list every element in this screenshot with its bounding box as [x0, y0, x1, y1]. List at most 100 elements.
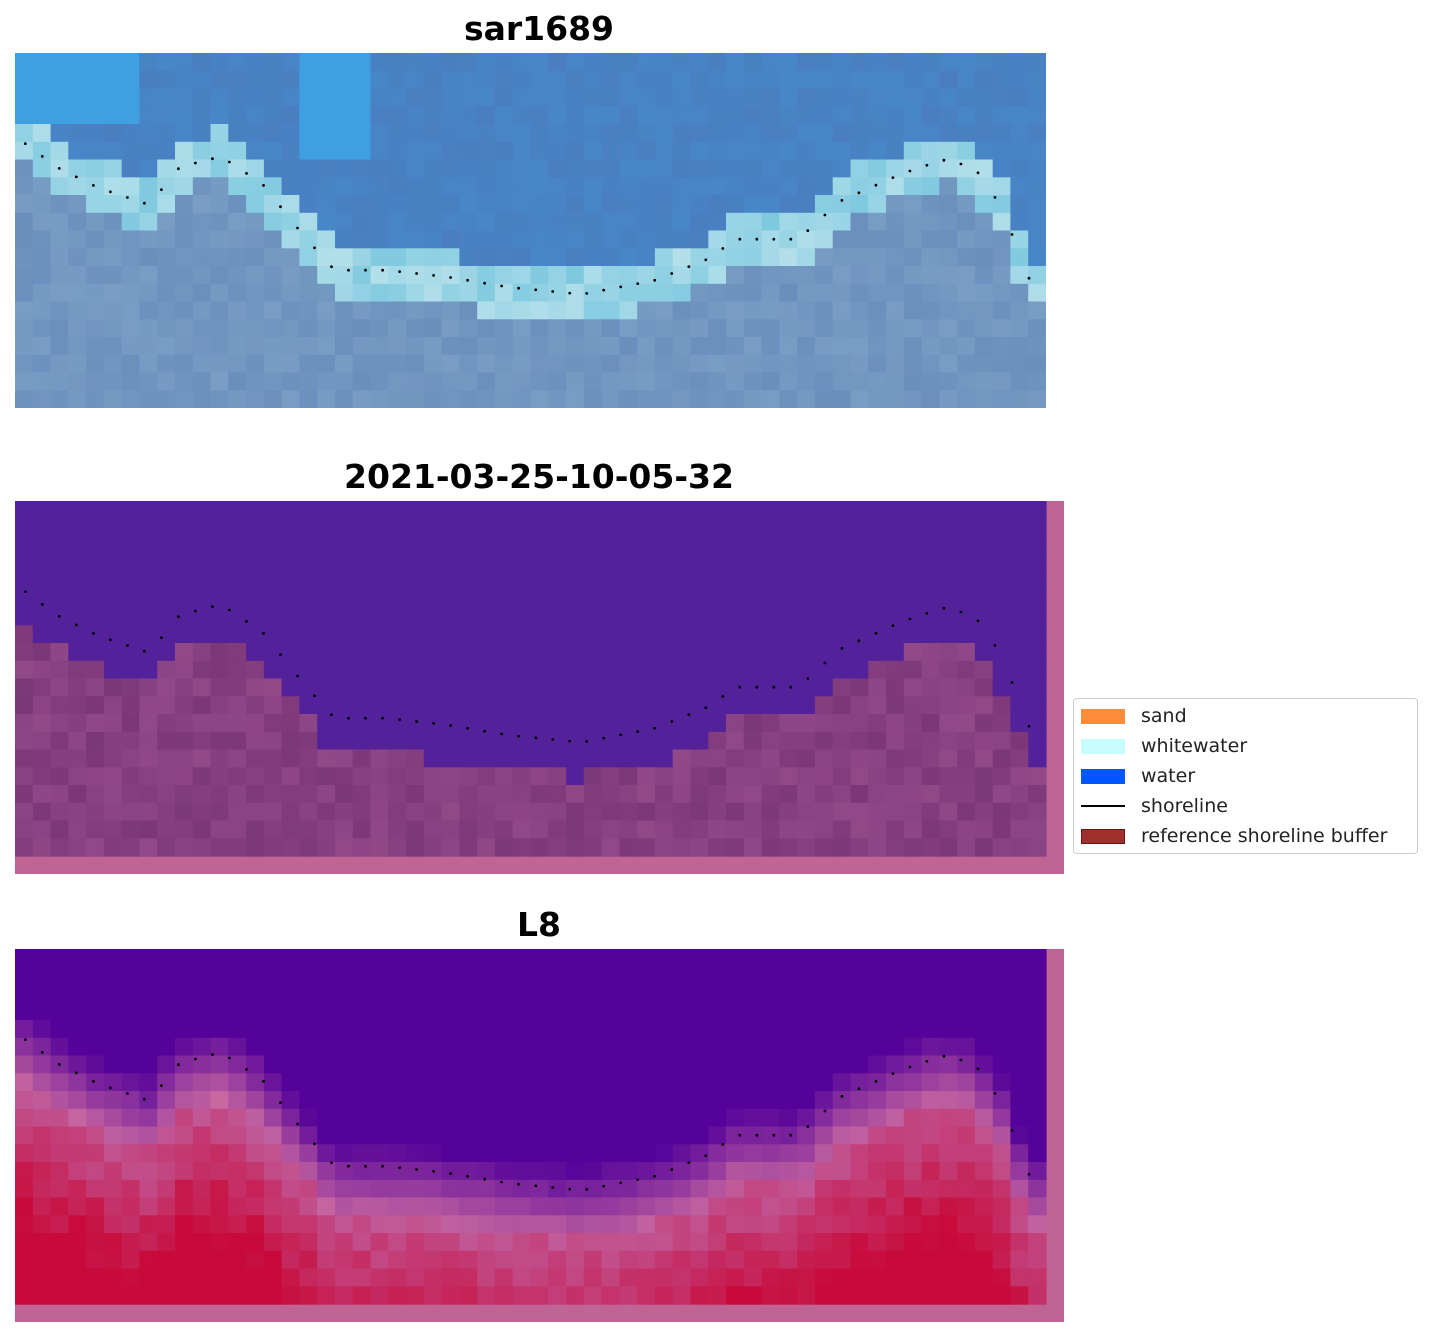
pixel [619, 1020, 638, 1039]
pixel [743, 749, 763, 768]
pixel [228, 301, 247, 320]
pixel [32, 1144, 52, 1163]
pixel [192, 337, 212, 356]
pixel [548, 501, 567, 520]
pixel [832, 319, 852, 338]
pixel [246, 1073, 265, 1092]
pixel [957, 1215, 976, 1234]
pixel [868, 749, 887, 768]
pixel [139, 301, 158, 320]
pixel [939, 390, 958, 408]
shoreline-point [551, 290, 555, 293]
pixel [921, 1197, 940, 1216]
pixel [32, 820, 52, 839]
pixel [157, 1215, 176, 1234]
pixel [583, 1126, 603, 1145]
pixel [15, 1144, 34, 1163]
classification-image [15, 501, 1064, 874]
pixel [850, 53, 869, 72]
pixel [157, 1250, 176, 1270]
pixel [974, 785, 994, 804]
pixel [423, 212, 443, 232]
pixel [868, 518, 887, 538]
pixel [263, 53, 283, 72]
pixel [139, 283, 158, 303]
pixel [15, 966, 34, 986]
pixel [317, 1144, 336, 1163]
pixel [157, 696, 176, 715]
pixel [121, 177, 141, 196]
pixel [175, 536, 194, 555]
shoreline-point [74, 1071, 78, 1075]
pixel [352, 1179, 372, 1199]
pixel [388, 106, 407, 125]
pixel [15, 1286, 34, 1305]
pixel [992, 731, 1012, 751]
pixel [903, 53, 923, 72]
pixel [15, 838, 34, 857]
pixel [548, 266, 567, 285]
pixel [868, 678, 887, 697]
pixel [228, 70, 247, 90]
pixel [210, 248, 229, 267]
pixel [743, 248, 763, 267]
pixel [601, 177, 620, 196]
shoreline-point [534, 288, 538, 292]
pixel [459, 984, 478, 1003]
pixel [903, 966, 923, 986]
pixel [68, 1250, 87, 1270]
pixel [423, 319, 443, 338]
shoreline-point [942, 606, 946, 610]
pixel [850, 625, 869, 644]
shoreline-point [670, 272, 674, 275]
pixel [779, 1162, 798, 1181]
pixel [814, 1002, 834, 1021]
pixel [228, 749, 247, 768]
pixel [210, 1126, 229, 1145]
pixel [886, 1108, 905, 1128]
pixel [868, 124, 887, 143]
pixel [512, 785, 532, 804]
pixel [903, 212, 923, 232]
pixel [175, 660, 194, 680]
pixel [637, 195, 656, 214]
pixel [32, 536, 52, 555]
pixel [957, 660, 976, 680]
pixel [566, 266, 585, 285]
pixel [761, 53, 780, 72]
pixel [406, 159, 425, 178]
pixel [583, 984, 603, 1003]
pixel [726, 1162, 745, 1181]
pixel [139, 70, 158, 90]
pixel [761, 1268, 780, 1287]
pixel [192, 785, 212, 804]
pixel [335, 1073, 354, 1092]
pixel [992, 1233, 1012, 1252]
pixel [761, 820, 780, 839]
pixel [263, 1091, 283, 1110]
pixel [530, 141, 549, 161]
pixel [761, 749, 780, 768]
pixel [974, 660, 994, 680]
pixel [797, 248, 816, 267]
pixel [441, 1268, 460, 1287]
pixel [494, 1091, 514, 1110]
pixel [228, 319, 247, 338]
pixel [494, 1268, 514, 1287]
pixel [121, 1233, 141, 1252]
legend-item-whitewater: whitewater [1081, 731, 1417, 761]
pixel [175, 53, 194, 72]
pixel [939, 195, 958, 214]
pixel [708, 607, 727, 626]
pixel [263, 949, 283, 968]
pixel [228, 1002, 247, 1021]
pixel [139, 731, 158, 751]
pixel [832, 106, 852, 125]
pixel [263, 1055, 283, 1074]
pixel [477, 660, 496, 680]
pixel [299, 106, 318, 125]
pixel [423, 1144, 443, 1163]
pixel [797, 337, 816, 356]
pixel [121, 1055, 141, 1074]
pixel [850, 106, 869, 125]
